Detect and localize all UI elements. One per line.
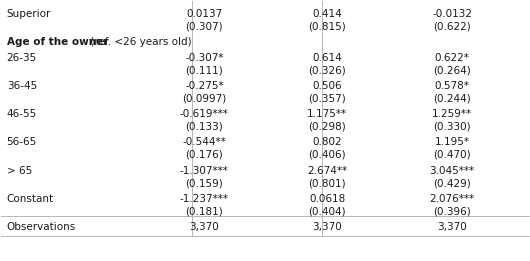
Text: (0.470): (0.470) bbox=[434, 150, 471, 160]
Text: (0.404): (0.404) bbox=[308, 206, 346, 216]
Text: -0.0132: -0.0132 bbox=[432, 9, 472, 19]
Text: 1.195*: 1.195* bbox=[435, 138, 470, 147]
Text: 1.259**: 1.259** bbox=[432, 109, 472, 119]
Text: 3.045***: 3.045*** bbox=[430, 166, 475, 176]
Text: 2.674**: 2.674** bbox=[307, 166, 347, 176]
Text: (0.181): (0.181) bbox=[186, 206, 223, 216]
Text: 0.614: 0.614 bbox=[312, 53, 342, 63]
Text: (0.357): (0.357) bbox=[308, 94, 346, 104]
Text: 1.175**: 1.175** bbox=[307, 109, 347, 119]
Text: 0.506: 0.506 bbox=[312, 81, 342, 91]
Text: 0.0618: 0.0618 bbox=[309, 194, 346, 204]
Text: -0.619***: -0.619*** bbox=[180, 109, 229, 119]
Text: (0.298): (0.298) bbox=[308, 122, 346, 132]
Text: (0.307): (0.307) bbox=[186, 21, 223, 32]
Text: (0.815): (0.815) bbox=[308, 21, 346, 32]
Text: Observations: Observations bbox=[7, 222, 76, 232]
Text: 2.076***: 2.076*** bbox=[430, 194, 475, 204]
Text: (0.0997): (0.0997) bbox=[182, 94, 226, 104]
Text: 26-35: 26-35 bbox=[7, 53, 37, 63]
Text: (0.264): (0.264) bbox=[434, 66, 471, 75]
Text: (0.326): (0.326) bbox=[308, 66, 346, 75]
Text: 3,370: 3,370 bbox=[312, 222, 342, 232]
Text: (0.111): (0.111) bbox=[186, 66, 223, 75]
Text: 0.0137: 0.0137 bbox=[186, 9, 223, 19]
Text: 46-55: 46-55 bbox=[7, 109, 37, 119]
Text: (0.622): (0.622) bbox=[434, 21, 471, 32]
Text: Constant: Constant bbox=[7, 194, 54, 204]
Text: -0.275*: -0.275* bbox=[185, 81, 224, 91]
Text: (0.330): (0.330) bbox=[434, 122, 471, 132]
Text: 0.622*: 0.622* bbox=[435, 53, 470, 63]
Text: Age of the owner: Age of the owner bbox=[7, 37, 108, 47]
Text: (0.396): (0.396) bbox=[434, 206, 471, 216]
Text: (0.159): (0.159) bbox=[186, 178, 223, 188]
Text: (0.133): (0.133) bbox=[186, 122, 223, 132]
Text: (0.176): (0.176) bbox=[186, 150, 223, 160]
Text: > 65: > 65 bbox=[7, 166, 32, 176]
Text: -0.544**: -0.544** bbox=[182, 138, 226, 147]
Text: 0.578*: 0.578* bbox=[435, 81, 470, 91]
Text: (0.406): (0.406) bbox=[308, 150, 346, 160]
Text: (0.429): (0.429) bbox=[434, 178, 471, 188]
Text: -0.307*: -0.307* bbox=[185, 53, 224, 63]
Text: 36-45: 36-45 bbox=[7, 81, 37, 91]
Text: 56-65: 56-65 bbox=[7, 138, 37, 147]
Text: 0.802: 0.802 bbox=[312, 138, 342, 147]
Text: 0.414: 0.414 bbox=[312, 9, 342, 19]
Text: 3,370: 3,370 bbox=[437, 222, 467, 232]
Text: -1.237***: -1.237*** bbox=[180, 194, 229, 204]
Text: 3,370: 3,370 bbox=[190, 222, 219, 232]
Text: (ref. <26 years old): (ref. <26 years old) bbox=[87, 37, 192, 47]
Text: Superior: Superior bbox=[7, 9, 51, 19]
Text: -1.307***: -1.307*** bbox=[180, 166, 229, 176]
Text: (0.244): (0.244) bbox=[434, 94, 471, 104]
Text: (0.801): (0.801) bbox=[308, 178, 346, 188]
